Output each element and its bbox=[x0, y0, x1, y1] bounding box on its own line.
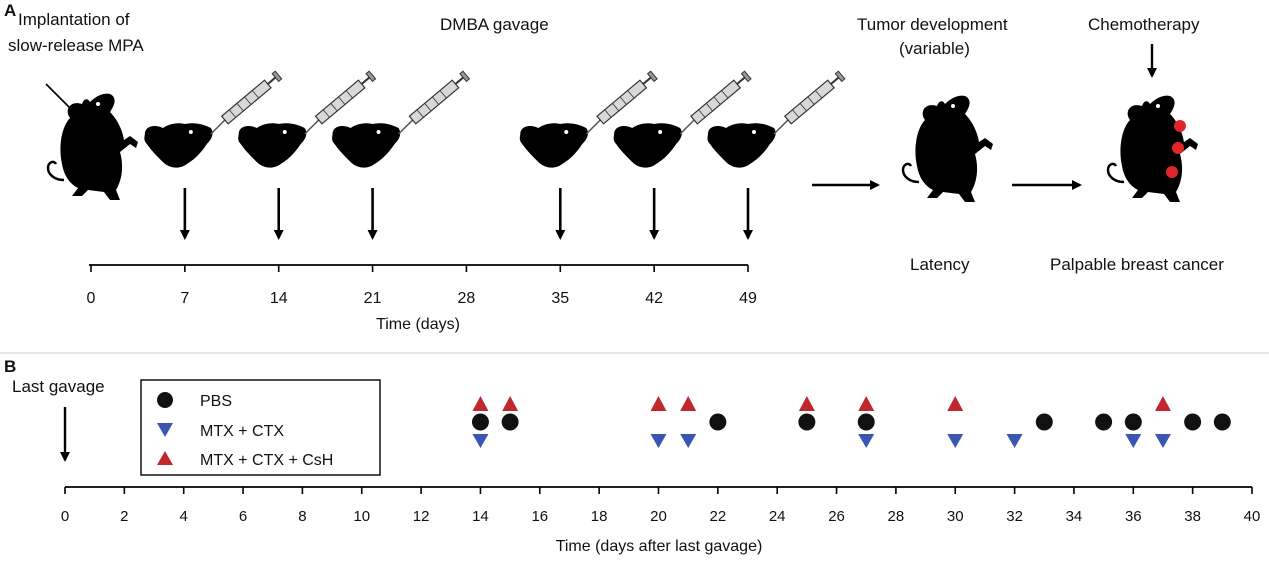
pbs-point bbox=[1124, 413, 1142, 431]
pbs-point bbox=[709, 413, 727, 431]
mtx-ctx-csh-point bbox=[858, 396, 875, 411]
pbs-point bbox=[1095, 413, 1113, 431]
axis-b-tick-label: 10 bbox=[353, 508, 370, 525]
tumor-label-line2: (variable) bbox=[899, 39, 970, 58]
pbs-point bbox=[1184, 413, 1202, 431]
mtx-ctx-csh-point bbox=[472, 396, 489, 411]
pbs-point bbox=[798, 413, 816, 431]
mtx-ctx-point bbox=[947, 434, 964, 448]
axis-a-tick-label: 7 bbox=[180, 290, 189, 307]
mtx-ctx-csh-point bbox=[798, 396, 815, 411]
legend: PBS MTX + CTX MTX + CTX + CsH bbox=[140, 379, 381, 476]
legend-pbs-marker bbox=[157, 392, 173, 408]
mouse-tumor-development-icon bbox=[901, 94, 995, 204]
legend-mtx-ctx-marker bbox=[157, 423, 173, 437]
axis-b-tick-label: 16 bbox=[531, 508, 548, 525]
axis-b-tick-label: 26 bbox=[828, 508, 845, 525]
axis-b-tick-label: 36 bbox=[1125, 508, 1142, 525]
mtx-ctx-csh-point bbox=[1154, 396, 1171, 411]
axis-b-tick-label: 2 bbox=[120, 508, 128, 525]
mouse-tumor-icon bbox=[1106, 94, 1200, 204]
pbs-point bbox=[501, 413, 519, 431]
axis-b-tick-label: 32 bbox=[1006, 508, 1023, 525]
pbs-point bbox=[1213, 413, 1231, 431]
gavage-mice bbox=[143, 70, 846, 169]
axis-b-tick-label: 22 bbox=[710, 508, 727, 525]
gavage-arrows bbox=[179, 188, 753, 240]
gavage-label: DMBA gavage bbox=[440, 15, 549, 34]
implant-label-line1: Implantation of bbox=[18, 10, 130, 29]
tumor-label-line1: Tumor development bbox=[857, 15, 1008, 34]
mtx-ctx-point bbox=[1125, 434, 1142, 448]
legend-box bbox=[140, 379, 381, 476]
axis-b-tick-label: 0 bbox=[61, 508, 69, 525]
axis-a-tick-label: 35 bbox=[551, 290, 569, 307]
mtx-ctx-csh-point bbox=[502, 396, 519, 411]
axis-b-tick-label: 30 bbox=[947, 508, 964, 525]
plot-marks bbox=[471, 396, 1231, 448]
axis-b-tick-label: 8 bbox=[298, 508, 306, 525]
axis-a-label: Time (days) bbox=[376, 316, 460, 333]
axis-b-tick-label: 28 bbox=[888, 508, 905, 525]
axis-a-tick-label: 21 bbox=[364, 290, 382, 307]
last-gavage-label: Last gavage bbox=[12, 377, 105, 396]
pbs-point bbox=[1035, 413, 1053, 431]
axis-a-ticks: 0 7 14 21 28 35 42 49 bbox=[87, 265, 757, 307]
mtx-ctx-point bbox=[472, 434, 489, 448]
axis-b-tick-label: 34 bbox=[1066, 508, 1083, 525]
axis-b-tick-label: 24 bbox=[769, 508, 786, 525]
axis-b-tick-label: 6 bbox=[239, 508, 247, 525]
mtx-ctx-point bbox=[858, 434, 875, 448]
mtx-ctx-csh-point bbox=[680, 396, 697, 411]
implant-label-line2: slow-release MPA bbox=[8, 36, 144, 55]
axis-a-tick-label: 42 bbox=[645, 290, 663, 307]
tumor-dot bbox=[1174, 120, 1186, 132]
axis-a-tick-label: 49 bbox=[739, 290, 757, 307]
axis-b-ticks: 0 2 4 6 8 10 12 14 16 18 20 22 24 26 28 30 32 34 36 38 40 bbox=[61, 487, 1261, 525]
mtx-ctx-point bbox=[680, 434, 697, 448]
latency-label: Latency bbox=[910, 255, 970, 274]
axis-b-tick-label: 20 bbox=[650, 508, 667, 525]
legend-pbs-label: PBS bbox=[200, 393, 232, 410]
mtx-ctx-csh-point bbox=[947, 396, 964, 411]
tumor-dot bbox=[1166, 166, 1178, 178]
panel-a: A Implantation of slow-release MPA DMBA … bbox=[4, 1, 1224, 333]
panel-b-label: B bbox=[4, 357, 16, 376]
legend-mtx-ctx-csh-label: MTX + CTX + CsH bbox=[200, 452, 333, 469]
palpable-label: Palpable breast cancer bbox=[1050, 255, 1224, 274]
legend-mtx-ctx-label: MTX + CTX bbox=[200, 423, 284, 440]
mtx-ctx-point bbox=[1154, 434, 1171, 448]
mouse-implanted-icon bbox=[46, 92, 140, 202]
axis-b-tick-label: 40 bbox=[1244, 508, 1261, 525]
axis-b-tick-label: 14 bbox=[472, 508, 489, 525]
axis-a-tick-label: 28 bbox=[458, 290, 476, 307]
axis-b-tick-label: 38 bbox=[1184, 508, 1201, 525]
pbs-point bbox=[857, 413, 875, 431]
mtx-ctx-point bbox=[1006, 434, 1023, 448]
legend-mtx-ctx-csh-marker bbox=[157, 451, 173, 465]
panel-b: B Last gavage PBS MTX + CTX MTX + CTX + … bbox=[4, 357, 1260, 555]
axis-b-tick-label: 18 bbox=[591, 508, 608, 525]
pbs-point bbox=[471, 413, 489, 431]
chemo-label: Chemotherapy bbox=[1088, 15, 1200, 34]
panel-a-label: A bbox=[4, 1, 16, 20]
axis-b-tick-label: 12 bbox=[413, 508, 430, 525]
axis-a-tick-label: 14 bbox=[270, 290, 288, 307]
axis-b-tick-label: 4 bbox=[180, 508, 188, 525]
mtx-ctx-csh-point bbox=[650, 396, 667, 411]
axis-a-tick-label: 0 bbox=[87, 290, 96, 307]
mtx-ctx-point bbox=[650, 434, 667, 448]
tumor-dot bbox=[1172, 142, 1184, 154]
axis-b-label: Time (days after last gavage) bbox=[556, 538, 763, 555]
